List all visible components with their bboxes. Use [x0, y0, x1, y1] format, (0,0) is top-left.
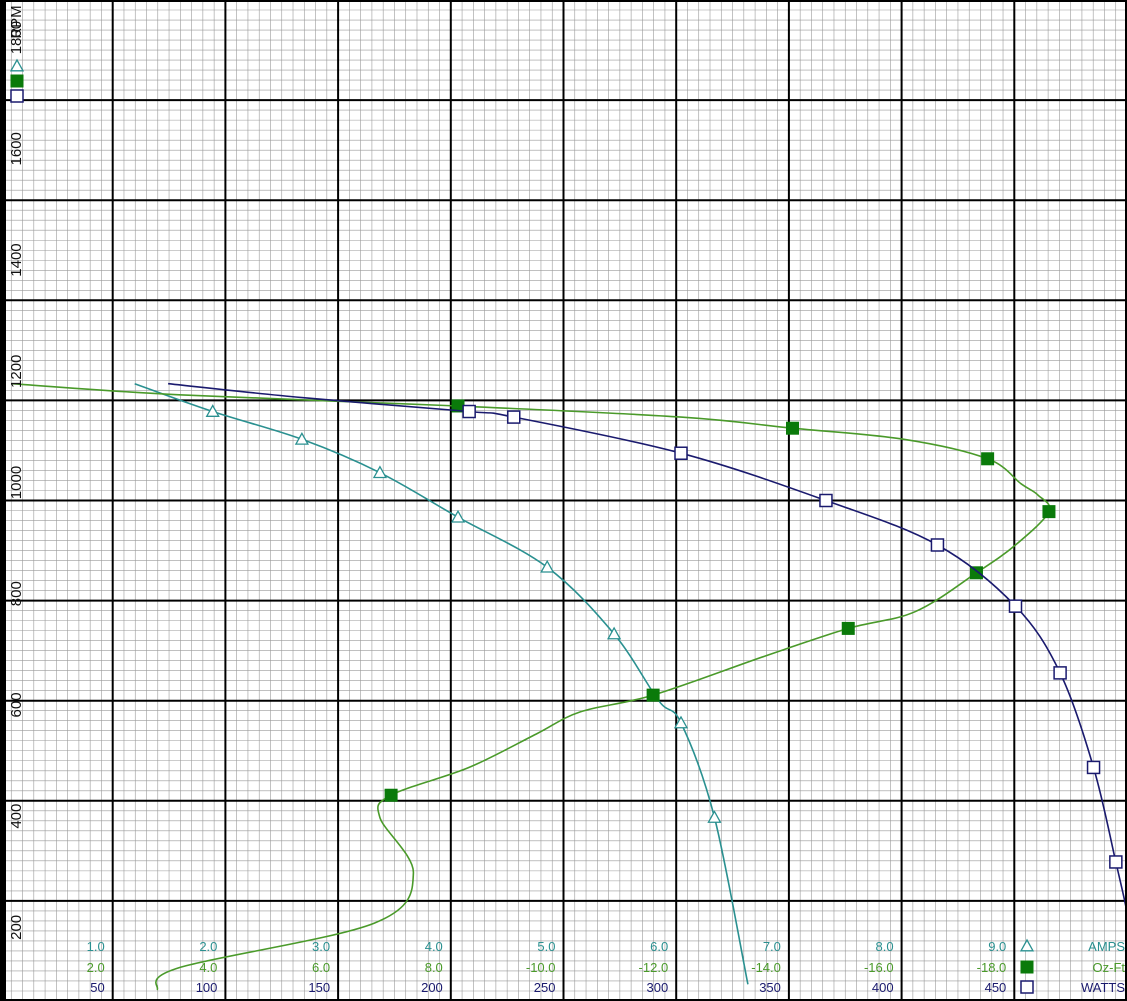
x-tick-label: 250: [534, 980, 556, 995]
x-tick-label: 5.0: [537, 939, 555, 954]
watts-marker: [1020, 980, 1034, 994]
ozft-marker: [10, 74, 24, 88]
legend-label: Oz-Ft: [1093, 960, 1126, 975]
y-axis-bar: [0, 0, 6, 1001]
x-tick-label: 350: [759, 980, 781, 995]
amps-marker: [707, 810, 722, 823]
x-axis-labels: 1.0 2.0 3.0 4.0 5.0 6.0 7.0 8.0 9.0 2.0 4.0 6.0 8.0 -…: [87, 939, 1007, 995]
series-layer: [11, 382, 1127, 991]
watts-marker: [1086, 760, 1101, 775]
watts-marker: [674, 446, 688, 460]
y-tick-label: 200: [8, 915, 25, 940]
ozft-marker: [1020, 960, 1034, 974]
x-tick-label: 2.0: [199, 939, 217, 954]
x-tick-label: 200: [421, 980, 443, 995]
y-tick-label: 800: [8, 581, 25, 606]
ozft-marker: [969, 566, 983, 580]
amps-marker: [372, 465, 388, 479]
y-tick-label: 600: [8, 692, 25, 717]
x-tick-label: 8.0: [876, 939, 894, 954]
x-tick-label: 3.0: [312, 939, 330, 954]
watts-marker: [462, 404, 476, 419]
x-tick-label: 1.0: [87, 939, 105, 954]
ozft-marker: [841, 621, 855, 635]
x-tick-label: 50: [90, 980, 104, 995]
ozft-marker: [786, 421, 799, 435]
ozft-marker: [384, 788, 398, 802]
watts-marker: [10, 89, 24, 103]
watts-marker: [1109, 855, 1123, 869]
x-tick-label: 4.0: [425, 939, 443, 954]
x-tick-label: 300: [646, 980, 668, 995]
x-tick-label: 6.0: [312, 960, 330, 975]
amps-marker: [205, 404, 220, 417]
watts-marker: [507, 410, 521, 424]
watts-marker: [1008, 599, 1023, 613]
x-tick-label: 6.0: [650, 939, 668, 954]
x-tick-label: 2.0: [87, 960, 105, 975]
watts-marker: [1053, 666, 1067, 680]
watts-marker: [819, 493, 833, 508]
amps-marker: [450, 509, 466, 523]
y-tick-label: 400: [8, 804, 25, 829]
x-tick-label: -12.0: [639, 960, 669, 975]
x-tick-label: 100: [196, 980, 218, 995]
amps-marker: [606, 626, 622, 640]
ozft-marker: [981, 452, 995, 466]
x-tick-label: 450: [985, 980, 1007, 995]
legend: AMPS Oz-Ft WATTS: [9, 58, 1126, 995]
y-tick-label: 1000: [8, 466, 25, 499]
x-tick-label: 400: [872, 980, 894, 995]
x-tick-label: 7.0: [763, 939, 781, 954]
amps-marker: [1019, 938, 1035, 952]
amps-marker: [294, 431, 310, 445]
x-tick-label: -14.0: [751, 960, 781, 975]
y-tick-label: 1800: [8, 21, 25, 54]
x-tick-label: 9.0: [988, 939, 1006, 954]
legend-label: WATTS: [1081, 980, 1125, 995]
x-tick-label: -10.0: [526, 960, 556, 975]
amps-marker: [673, 715, 689, 729]
x-tick-label: 150: [308, 980, 330, 995]
y-tick-label: 1200: [8, 355, 25, 388]
y-axis-title: RPM: [8, 5, 25, 38]
x-tick-label: 8.0: [425, 960, 443, 975]
series-line-watts: [168, 382, 1127, 917]
y-tick-label: 1600: [8, 132, 25, 165]
amps-marker: [9, 58, 25, 72]
legend-label: AMPS: [1088, 939, 1125, 954]
x-tick-label: 4.0: [199, 960, 217, 975]
ozft-marker: [646, 688, 660, 702]
series-line-ozft: [11, 382, 1051, 991]
watts-marker: [930, 538, 945, 552]
amps-marker: [540, 559, 555, 573]
x-tick-label: -18.0: [977, 960, 1007, 975]
x-tick-label: -16.0: [864, 960, 894, 975]
ozft-marker: [1042, 505, 1056, 519]
y-tick-label: 1400: [8, 243, 25, 276]
